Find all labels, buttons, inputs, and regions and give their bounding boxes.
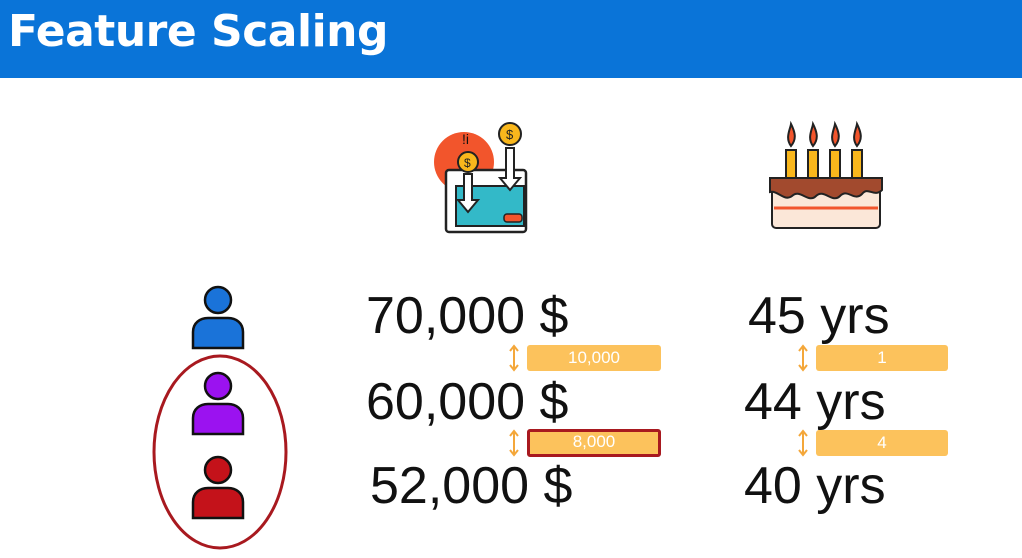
double-arrow-icon <box>798 429 808 457</box>
person-icon <box>191 371 245 436</box>
highlight-ellipse <box>152 354 288 550</box>
person-icon <box>191 285 245 350</box>
birthday-cake-icon <box>769 120 883 229</box>
age-diff-badge: 4 <box>816 430 948 456</box>
wallet-money-icon: !i $ $ <box>434 122 528 234</box>
salary-value: 52,000 $ <box>370 457 573 515</box>
salary-diff-badge: 8,000 <box>527 429 661 457</box>
salary-diff-badge: 10,000 <box>527 345 661 371</box>
age-value: 45 yrs <box>748 287 890 345</box>
salary-value: 60,000 $ <box>366 373 569 431</box>
double-arrow-icon <box>509 429 519 457</box>
header-bar: Feature Scaling <box>0 0 1022 78</box>
age-diff-badge: 1 <box>816 345 948 371</box>
slide-title: Feature Scaling <box>8 6 388 57</box>
person-icon <box>191 455 245 520</box>
double-arrow-icon <box>798 344 808 372</box>
svg-text:!i: !i <box>462 131 469 147</box>
svg-text:$: $ <box>464 156 471 170</box>
age-value: 44 yrs <box>744 373 886 431</box>
age-value: 40 yrs <box>744 457 886 515</box>
double-arrow-icon <box>509 344 519 372</box>
svg-text:$: $ <box>506 127 514 142</box>
salary-value: 70,000 $ <box>366 287 569 345</box>
